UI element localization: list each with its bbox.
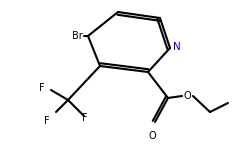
Text: N: N [173,42,181,52]
Text: F: F [44,116,50,126]
Text: F: F [39,83,45,93]
Text: O: O [148,131,156,141]
Text: O: O [184,91,192,101]
Text: Br: Br [72,31,83,41]
Text: F: F [82,113,88,123]
